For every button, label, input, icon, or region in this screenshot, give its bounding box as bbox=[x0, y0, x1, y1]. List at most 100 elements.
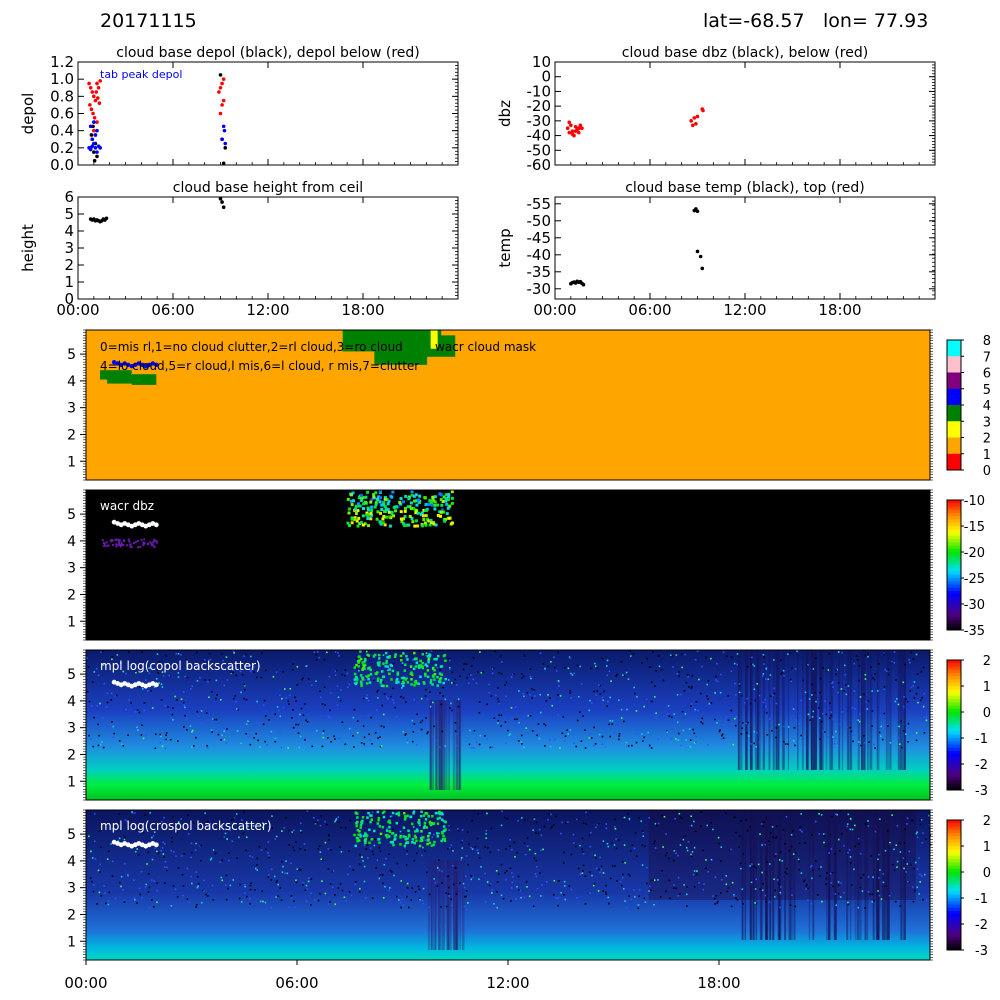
crospol-speckle bbox=[657, 879, 659, 881]
wacr-echo bbox=[409, 501, 413, 505]
copol-speckle bbox=[692, 728, 695, 731]
crospol-speckle bbox=[891, 814, 893, 816]
wacr-echo bbox=[381, 503, 385, 507]
depol-point bbox=[98, 146, 102, 150]
crospol-speckle bbox=[236, 857, 238, 860]
wacr-echo bbox=[421, 514, 425, 518]
crospol-speckle bbox=[712, 828, 714, 831]
copol-speckle bbox=[598, 733, 601, 736]
crospol-speckle bbox=[576, 818, 578, 821]
copol-speckle bbox=[837, 691, 839, 694]
crospol-speckle bbox=[645, 882, 648, 885]
copol-colorbar-cell bbox=[947, 663, 961, 667]
depol-point bbox=[223, 146, 228, 150]
crospol-speckle bbox=[90, 850, 92, 853]
crospol-speckle bbox=[488, 884, 491, 887]
crospol-speckle bbox=[363, 880, 366, 883]
copol-speckle bbox=[162, 675, 165, 677]
crospol-speckle bbox=[145, 883, 148, 886]
copol-speckle bbox=[240, 691, 242, 694]
wacr-echo-low bbox=[111, 543, 114, 546]
copol-speckle bbox=[813, 691, 816, 694]
copol-speckle bbox=[594, 743, 597, 745]
crospol-speckle bbox=[727, 886, 730, 889]
copol-streak bbox=[440, 700, 442, 790]
crospol-speckle bbox=[447, 893, 450, 895]
copol-speckle bbox=[470, 665, 473, 667]
wacr-echo bbox=[374, 503, 378, 507]
copol-speckle bbox=[773, 659, 775, 661]
crospol-speckle bbox=[547, 813, 550, 816]
depol-frame bbox=[77, 61, 459, 166]
crospol-cloud-echo bbox=[391, 841, 394, 844]
copol-speckle bbox=[135, 671, 137, 674]
crospol-speckle bbox=[441, 870, 443, 873]
crospol-speckle bbox=[433, 878, 435, 880]
crospol-streak bbox=[760, 810, 763, 940]
crospol-speckle bbox=[882, 873, 885, 875]
copol-speckle bbox=[789, 678, 792, 681]
crospol-speckle bbox=[225, 874, 228, 877]
copol-speckle bbox=[387, 669, 389, 672]
wacr-colorbar-cell bbox=[947, 591, 961, 595]
crospol-speckle bbox=[828, 852, 831, 854]
crospol-speckle bbox=[349, 819, 352, 822]
crospol-cloud-echo bbox=[363, 839, 367, 842]
mask-ceil-point bbox=[118, 362, 124, 368]
crospol-speckle bbox=[163, 866, 166, 869]
crospol-speckle bbox=[496, 906, 499, 909]
crospol-speckle bbox=[419, 898, 421, 901]
copol-speckle bbox=[348, 683, 351, 686]
copol-speckle bbox=[523, 695, 525, 698]
crospol-streak bbox=[447, 860, 450, 950]
crospol-colorbar-cell bbox=[947, 833, 961, 837]
crospol-streak bbox=[778, 810, 781, 940]
crospol-speckle bbox=[605, 893, 608, 895]
wacr-echo bbox=[410, 490, 414, 494]
copol-speckle bbox=[642, 740, 644, 742]
wacr-echo bbox=[441, 510, 445, 514]
crospol-speckle bbox=[134, 898, 136, 901]
wacr-echo bbox=[420, 511, 424, 515]
crospol-speckle bbox=[400, 880, 403, 882]
copol-cloud-echo bbox=[440, 673, 443, 677]
wacr-echo bbox=[417, 498, 421, 502]
copol-speckle bbox=[539, 652, 542, 655]
copol-speckle bbox=[367, 699, 370, 702]
copol-speckle bbox=[831, 682, 833, 685]
crospol-speckle bbox=[107, 900, 110, 903]
copol-colorbar-cell bbox=[947, 780, 961, 784]
copol-speckle bbox=[841, 651, 844, 654]
crospol-speckle bbox=[291, 831, 294, 833]
crospol-streak bbox=[765, 810, 768, 940]
crospol-colorbar-cell bbox=[947, 924, 961, 928]
wacr-label: wacr dbz bbox=[100, 499, 154, 513]
copol-speckle bbox=[837, 742, 839, 745]
copol-streak bbox=[903, 650, 907, 770]
crospol-speckle bbox=[599, 856, 601, 859]
copol-speckle bbox=[500, 714, 503, 717]
crospol-cloud-echo bbox=[360, 821, 364, 825]
copol-cloud-echo bbox=[436, 676, 439, 679]
copol-speckle bbox=[867, 652, 869, 655]
wacr-echo bbox=[401, 517, 405, 521]
wacr-echo-low bbox=[142, 541, 145, 544]
copol-speckle bbox=[111, 658, 113, 661]
copol-speckle bbox=[294, 727, 296, 730]
copol-speckle bbox=[882, 652, 885, 655]
crospol-speckle bbox=[806, 883, 808, 886]
copol-speckle bbox=[727, 719, 730, 721]
copol-colorbar-cell bbox=[947, 712, 961, 716]
crospol-speckle bbox=[614, 827, 617, 830]
crospol-speckle bbox=[920, 819, 923, 821]
copol-speckle bbox=[691, 675, 694, 677]
crospol-speckle bbox=[896, 866, 898, 868]
copol-speckle bbox=[893, 651, 896, 653]
copol-colorbar-cell bbox=[947, 754, 961, 758]
copol-cloud-echo bbox=[420, 665, 423, 668]
copol-speckle bbox=[567, 667, 570, 670]
wacr-echo-low bbox=[118, 542, 121, 545]
crospol-cloud-echo bbox=[378, 825, 382, 828]
copol-speckle bbox=[235, 701, 237, 703]
copol-speckle bbox=[337, 652, 339, 654]
